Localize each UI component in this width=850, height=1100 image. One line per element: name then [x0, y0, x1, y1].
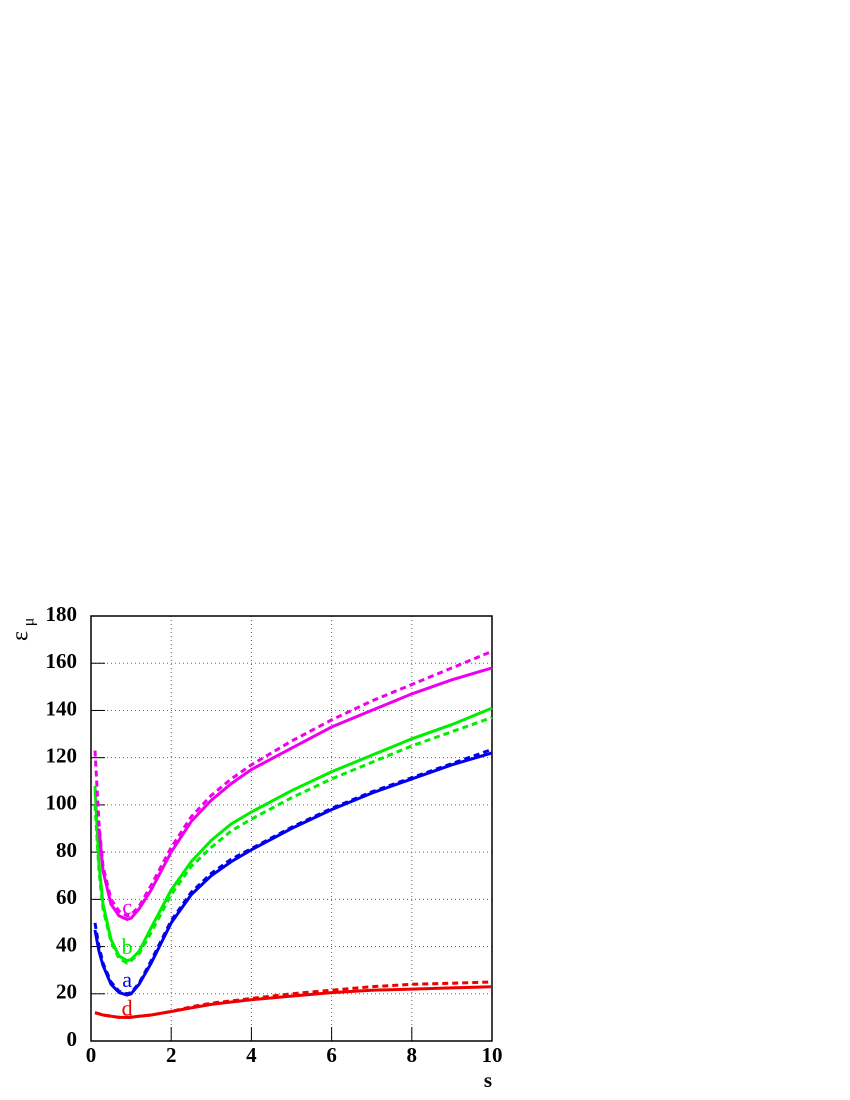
y-tick-label: 80	[56, 838, 77, 862]
x-tick-label: 2	[166, 1043, 177, 1067]
x-tick-label: 6	[326, 1043, 337, 1067]
x-tick-label: 4	[246, 1043, 257, 1067]
y-axis-label: ε	[8, 631, 34, 641]
y-tick-label: 160	[46, 649, 78, 673]
series-line	[97, 666, 493, 921]
y-tick-label: 100	[46, 791, 78, 815]
y-tick-label: 20	[56, 980, 77, 1004]
y-tick-label: 60	[56, 885, 77, 909]
annotation: d	[122, 995, 133, 1020]
y-axis-label-subscript: μ	[21, 618, 38, 627]
x-tick-label: 8	[407, 1043, 418, 1067]
x-tick-label: 0	[86, 1043, 97, 1067]
x-axis-label: s	[484, 1068, 492, 1092]
y-tick-label: 140	[46, 696, 78, 720]
series-line	[94, 985, 493, 1019]
plot-frame	[90, 615, 493, 1042]
annotation: c	[122, 894, 132, 919]
series-line	[93, 716, 493, 965]
y-axis-label-group: ε μ	[8, 618, 38, 641]
series-line	[93, 747, 493, 996]
series-line	[93, 650, 493, 918]
x-tick-label: 10	[482, 1043, 503, 1067]
y-tick-label: 120	[46, 743, 78, 767]
series-line	[93, 706, 493, 963]
series-line	[94, 980, 493, 1019]
y-tick-label: 0	[67, 1027, 78, 1051]
annotation: a	[122, 967, 132, 992]
annotation: b	[122, 934, 133, 959]
y-tick-label: 180	[46, 602, 78, 626]
y-tick-label: 40	[56, 932, 77, 956]
